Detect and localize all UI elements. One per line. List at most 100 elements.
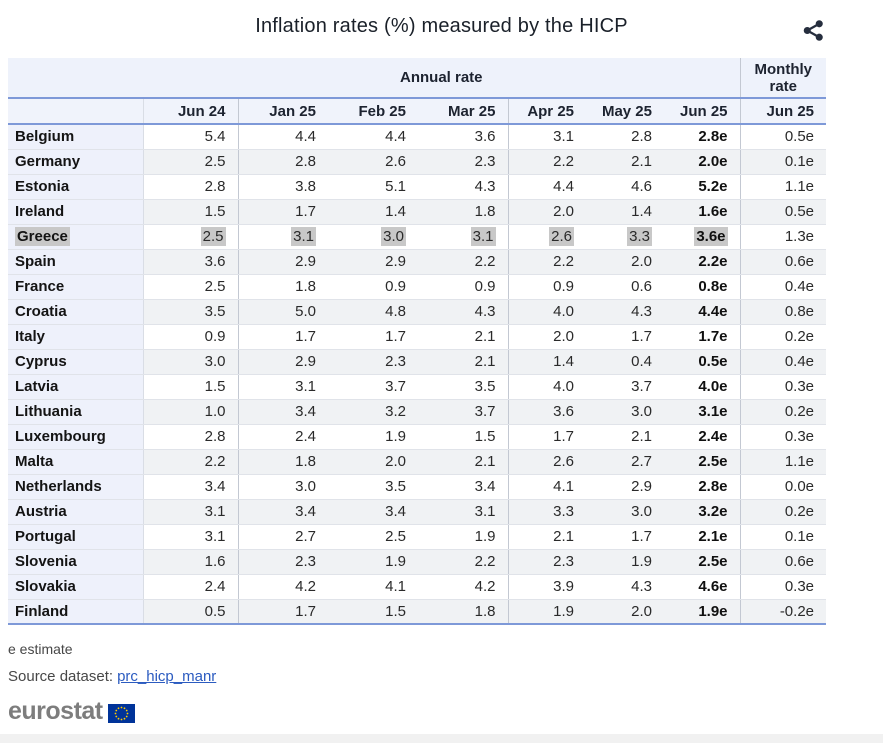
annual-value-cell: 4.4e: [664, 299, 741, 325]
annual-value-cell: 2.4e: [664, 424, 741, 450]
column-header: Feb 25: [328, 98, 418, 125]
annual-value-cell: 2.0: [328, 449, 418, 475]
annual-value-cell: 1.8: [418, 199, 508, 225]
corner-cell: [8, 58, 143, 99]
table-row: Slovenia 1.6 2.3 1.9 2.2 2.3 1.9 2.5e 0.6e: [8, 549, 827, 575]
annual-value-cell: 0.9: [418, 274, 508, 300]
source-dataset-link[interactable]: prc_hicp_manr: [117, 668, 217, 685]
country-label: Latvia: [8, 374, 143, 400]
column-header: Mar 25: [418, 98, 508, 125]
annual-value-cell: 2.3: [328, 349, 418, 375]
annual-value-cell: 0.9: [507, 274, 586, 300]
annual-value-cell: 2.3: [237, 549, 328, 575]
country-label: Ireland: [8, 199, 143, 225]
annual-value-cell: 2.2: [507, 149, 586, 175]
annual-value-cell: 3.1: [237, 224, 328, 250]
table-row: Belgium 5.4 4.4 4.4 3.6 3.1 2.8 2.8e 0.5e: [8, 124, 827, 150]
annual-value-cell: 1.9: [586, 549, 664, 575]
share-button[interactable]: [799, 16, 827, 44]
annual-value-cell: 4.3: [586, 299, 664, 325]
monthly-value-cell: 0.6e: [739, 549, 827, 575]
annual-value-cell: 3.3: [507, 499, 586, 525]
page-title: Inflation rates (%) measured by the HICP: [255, 15, 628, 37]
monthly-value-cell: -0.2e: [739, 599, 827, 625]
annual-value-cell: 4.1: [507, 474, 586, 500]
annual-value-cell: 2.1: [418, 349, 508, 375]
annual-value-cell: 3.8: [237, 174, 328, 200]
annual-value-cell: 2.1: [418, 324, 508, 350]
country-label: Italy: [8, 324, 143, 350]
annual-value-cell: 3.5: [418, 374, 508, 400]
country-label: Cyprus: [8, 349, 143, 375]
annual-value-cell: 2.5e: [664, 449, 741, 475]
table-row: Croatia 3.5 5.0 4.8 4.3 4.0 4.3 4.4e 0.8e: [8, 299, 827, 325]
country-label: Slovenia: [8, 549, 143, 575]
annual-value-cell: 1.5: [142, 374, 238, 400]
annual-value-cell: 2.0: [586, 599, 664, 625]
annual-value-cell: 2.0: [507, 324, 586, 350]
monthly-value-cell: 0.5e: [739, 124, 827, 150]
annual-value-cell: 5.0: [237, 299, 328, 325]
annual-value-cell: 2.0e: [664, 149, 741, 175]
country-label: Belgium: [8, 124, 143, 150]
table-row: Malta 2.2 1.8 2.0 2.1 2.6 2.7 2.5e 1.1e: [8, 449, 827, 475]
annual-value-cell: 1.7: [237, 199, 328, 225]
title-bar: Inflation rates (%) measured by the HICP: [0, 0, 883, 58]
annual-value-cell: 5.4: [142, 124, 238, 150]
table-row: Estonia 2.8 3.8 5.1 4.3 4.4 4.6 5.2e 1.1e: [8, 174, 827, 200]
annual-value-cell: 2.4: [237, 424, 328, 450]
country-label: Croatia: [8, 299, 143, 325]
column-header-row: Jun 24 Jan 25 Feb 25 Mar 25 Apr 25 May 2…: [8, 98, 827, 125]
country-label: Austria: [8, 499, 143, 525]
annual-rate-header: Annual rate: [143, 58, 741, 99]
country-label: Estonia: [8, 174, 143, 200]
annual-value-cell: 3.4: [418, 474, 508, 500]
annual-value-cell: 4.4: [237, 124, 328, 150]
annual-value-cell: 4.1: [328, 574, 418, 600]
annual-value-cell: 2.6: [507, 449, 586, 475]
annual-value-cell: 2.8: [142, 174, 238, 200]
monthly-value-cell: 0.1e: [739, 524, 827, 550]
monthly-value-cell: 0.3e: [739, 374, 827, 400]
annual-value-cell: 1.8: [237, 449, 328, 475]
annual-value-cell: 2.1: [507, 524, 586, 550]
annual-value-cell: 2.0: [507, 199, 586, 225]
footnote-estimate: e estimate: [8, 641, 73, 657]
annual-value-cell: 3.6: [507, 399, 586, 425]
annual-value-cell: 3.1: [142, 524, 238, 550]
annual-value-cell: 2.5: [142, 149, 238, 175]
monthly-rate-header: Monthly rate: [739, 58, 827, 99]
monthly-value-cell: 0.4e: [739, 274, 827, 300]
annual-value-cell: 1.5: [328, 599, 418, 625]
annual-value-cell: 4.0e: [664, 374, 741, 400]
annual-value-cell: 2.6: [507, 224, 586, 250]
country-label: Finland: [8, 599, 143, 625]
annual-value-cell: 2.8: [142, 424, 238, 450]
annual-value-cell: 0.5: [142, 599, 238, 625]
monthly-value-cell: 0.4e: [739, 349, 827, 375]
annual-value-cell: 2.9: [586, 474, 664, 500]
column-header: Jan 25: [237, 98, 328, 125]
annual-value-cell: 2.9: [237, 349, 328, 375]
inflation-table: Annual rate Monthly rate Jun 24 Jan 25 F…: [8, 58, 827, 625]
monthly-value-cell: 0.0e: [739, 474, 827, 500]
table-body: Belgium 5.4 4.4 4.4 3.6 3.1 2.8 2.8e 0.5e Germany…: [8, 124, 827, 625]
annual-value-cell: 1.7: [586, 324, 664, 350]
annual-value-cell: 4.2: [418, 574, 508, 600]
monthly-value-cell: 1.1e: [739, 449, 827, 475]
annual-value-cell: 2.8: [237, 149, 328, 175]
table-row: Lithuania 1.0 3.4 3.2 3.7 3.6 3.0 3.1e 0.2e: [8, 399, 827, 425]
annual-value-cell: 2.8e: [664, 474, 741, 500]
annual-value-cell: 4.3: [586, 574, 664, 600]
annual-value-cell: 3.6: [418, 124, 508, 150]
annual-value-cell: 3.3: [586, 224, 664, 250]
annual-value-cell: 3.1: [418, 499, 508, 525]
annual-value-cell: 0.8e: [664, 274, 741, 300]
annual-value-cell: 2.4: [142, 574, 238, 600]
annual-value-cell: 3.9: [507, 574, 586, 600]
table-row: Netherlands 3.4 3.0 3.5 3.4 4.1 2.9 2.8e 0.0e: [8, 474, 827, 500]
annual-value-cell: 4.2: [237, 574, 328, 600]
annual-value-cell: 1.7: [328, 324, 418, 350]
horizontal-scrollbar-track[interactable]: [0, 734, 883, 743]
annual-value-cell: 2.5: [328, 524, 418, 550]
